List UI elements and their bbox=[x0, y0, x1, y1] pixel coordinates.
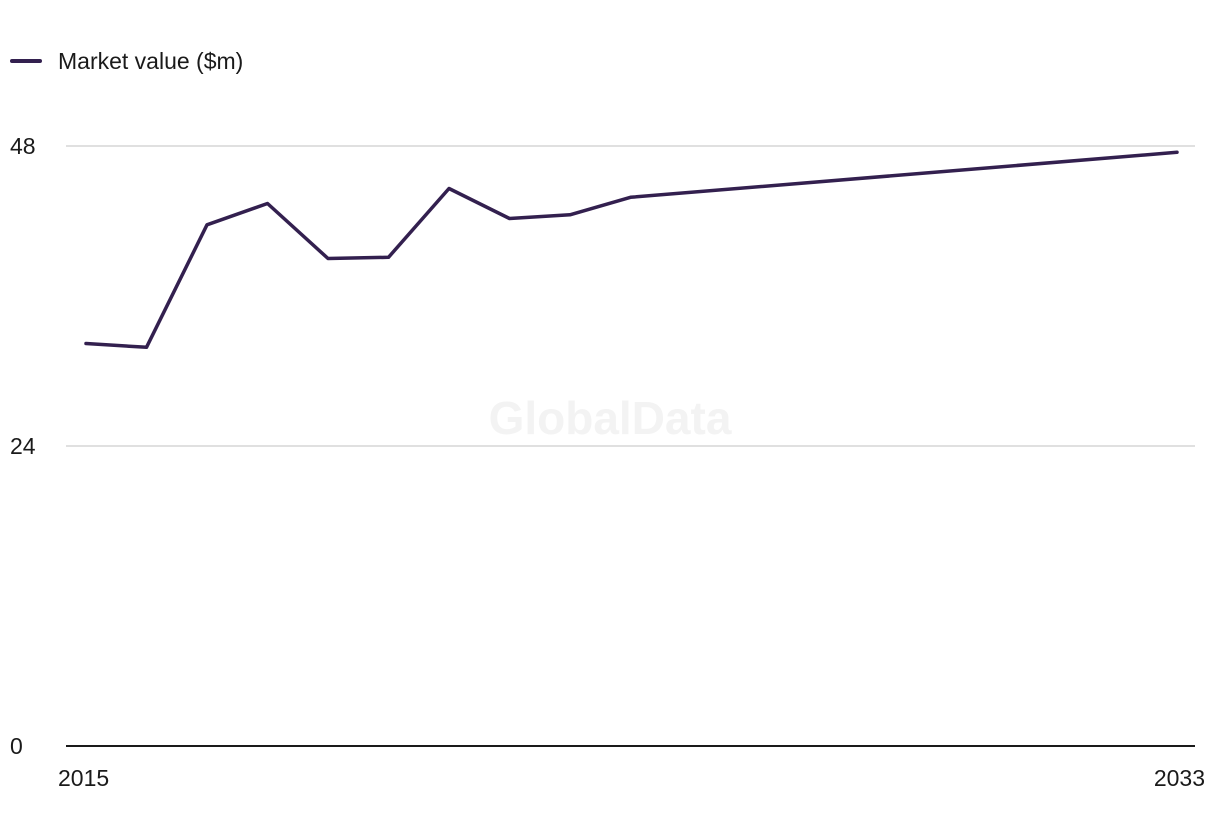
x-tick-label-2033: 2033 bbox=[1154, 765, 1205, 791]
data-point-2023 bbox=[566, 211, 574, 219]
legend-label: Market value ($m) bbox=[58, 47, 244, 74]
data-point-2018 bbox=[264, 200, 272, 208]
legend: Market value ($m) bbox=[10, 46, 243, 76]
y-tick-label-0: 0 bbox=[10, 733, 23, 759]
data-point-2033 bbox=[1173, 148, 1181, 156]
y-tick-label-24: 24 bbox=[10, 433, 36, 459]
legend-swatch bbox=[10, 59, 42, 63]
data-point-2016 bbox=[143, 343, 151, 351]
series-line-market-value bbox=[84, 150, 1179, 350]
data-point-2022 bbox=[506, 215, 514, 223]
data-point-2017 bbox=[203, 221, 211, 229]
x-tick-label-2015: 2015 bbox=[58, 765, 109, 791]
data-point-2019 bbox=[324, 255, 332, 263]
data-point-2020 bbox=[385, 253, 393, 261]
y-tick-label-48: 48 bbox=[10, 133, 36, 159]
data-point-2015 bbox=[82, 340, 90, 348]
data-point-2024 bbox=[627, 193, 635, 201]
data-point-2021 bbox=[445, 185, 453, 193]
watermark: GlobalData bbox=[489, 392, 732, 444]
